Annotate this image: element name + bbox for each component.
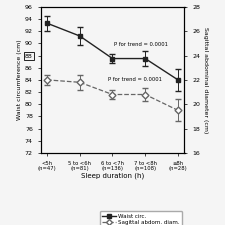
Legend: Waist circ., Sagittal abdom. diam.: Waist circ., Sagittal abdom. diam. <box>99 211 182 225</box>
Y-axis label: Waist circumference (cm): Waist circumference (cm) <box>17 40 22 120</box>
Y-axis label: Sagittal abdominal diameter (cm): Sagittal abdominal diameter (cm) <box>203 27 208 133</box>
Text: P for trend = 0.0001: P for trend = 0.0001 <box>114 42 168 47</box>
Text: P for trend = 0.0001: P for trend = 0.0001 <box>108 77 162 82</box>
X-axis label: Sleep duration (h): Sleep duration (h) <box>81 172 144 179</box>
